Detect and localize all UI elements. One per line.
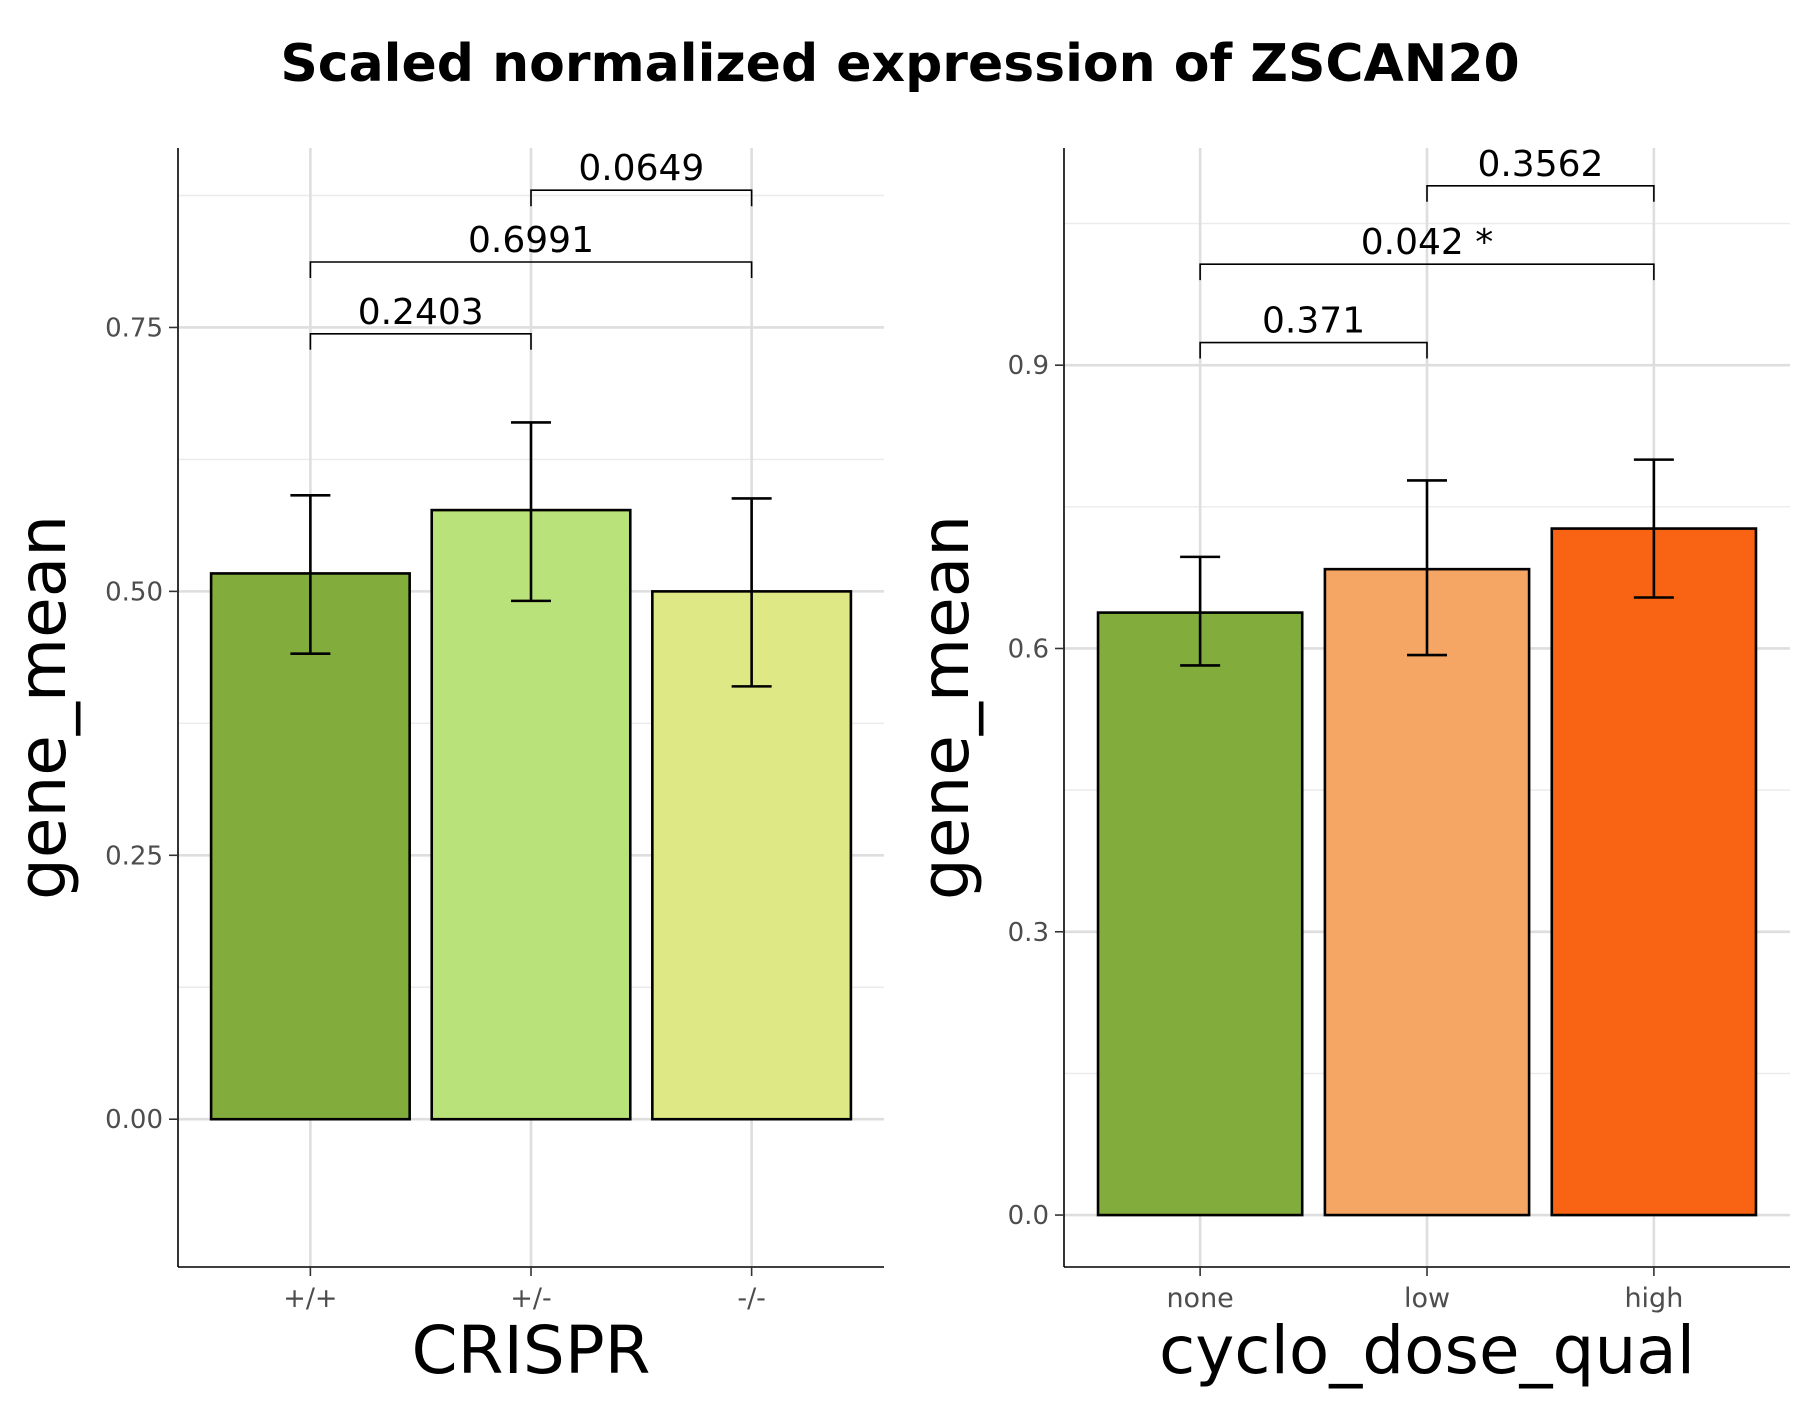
chart-panel-2: 0.371 0.042 * 0.3562 0.0 0.3 0.6 0.9 none low hig…: [907, 144, 1790, 1389]
y-tick-label: 0.75: [105, 313, 163, 343]
bar-1: [1096, 611, 1304, 1217]
bar-2: [1323, 567, 1531, 1217]
bracket-line: [1199, 263, 1655, 281]
error-bar-1: [1180, 555, 1221, 667]
y-axis-label: gene_mean: [4, 515, 81, 900]
error-bar-1: [290, 494, 331, 655]
comparison-bracket-3: 0.0649: [530, 148, 753, 207]
x-tick-label: +/-: [510, 1283, 551, 1314]
x-axis-label: CRISPR: [412, 1312, 651, 1389]
bracket-line: [530, 189, 753, 207]
comparison-bracket-3: 0.3562: [1426, 144, 1655, 202]
bracket-line: [309, 332, 532, 350]
p-value-label: 0.2403: [358, 292, 484, 333]
x-tick-label: -/-: [737, 1283, 766, 1314]
y-tick-label: 0.25: [105, 841, 163, 871]
x-axis-label: cyclo_dose_qual: [1159, 1312, 1695, 1389]
comparison-bracket-1: 0.2403: [309, 292, 532, 350]
p-value-label: 0.042 *: [1361, 222, 1494, 263]
bracket-line: [309, 261, 753, 279]
x-tick-label: none: [1166, 1283, 1233, 1314]
y-tick-label: 0.3: [1008, 918, 1049, 948]
error-bar-2: [511, 421, 551, 603]
bar-3: [1550, 527, 1758, 1217]
y-tick-label: 0.6: [1008, 634, 1049, 664]
x-tick-label: high: [1624, 1283, 1683, 1314]
y-tick-label: 0.9: [1008, 351, 1049, 381]
bracket-line: [1426, 184, 1655, 202]
y-tick-label: 0.50: [105, 577, 163, 607]
error-bar-2: [1407, 479, 1447, 657]
chart-title: Scaled normalized expression of ZSCAN20: [280, 34, 1520, 94]
comparison-bracket-2: 0.042 *: [1199, 222, 1655, 281]
chart-panel-1: 0.2403 0.6991 0.0649 0.00 0.25 0.50 0.75 +/+ +/-…: [4, 148, 884, 1389]
p-value-label: 0.3562: [1477, 144, 1603, 185]
error-bar-3: [731, 497, 772, 688]
bracket-line: [1199, 341, 1428, 359]
x-tick-label: low: [1404, 1283, 1450, 1314]
x-tick-label: +/+: [283, 1283, 337, 1314]
comparison-bracket-2: 0.6991: [309, 220, 753, 279]
y-axis-label: gene_mean: [907, 515, 984, 900]
p-value-label: 0.371: [1262, 301, 1365, 342]
bar-1: [209, 572, 411, 1121]
comparison-bracket-1: 0.371: [1199, 301, 1428, 359]
y-tick-label: 0.0: [1008, 1201, 1049, 1231]
bar-2: [430, 508, 632, 1121]
y-tick-label: 0.00: [105, 1105, 163, 1135]
p-value-label: 0.0649: [578, 148, 704, 189]
p-value-label: 0.6991: [468, 220, 594, 261]
error-bar-3: [1633, 458, 1674, 599]
